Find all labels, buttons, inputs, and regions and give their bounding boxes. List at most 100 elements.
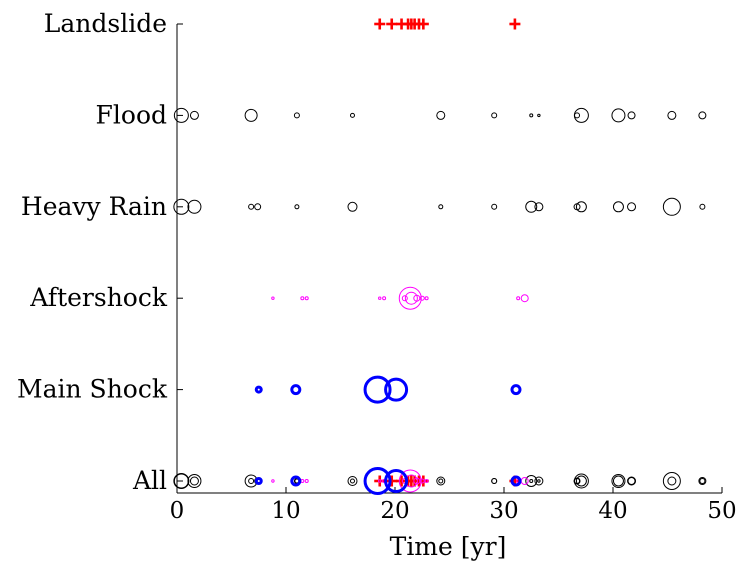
aftershock-point: [520, 294, 529, 303]
aftershock-point: [382, 296, 387, 301]
x-tick-label: 30: [489, 498, 518, 524]
main-shock-point: [510, 384, 522, 396]
all-point-aftershock: [271, 479, 275, 483]
y-tick-label-landslide: Landslide: [44, 9, 167, 38]
heavy-rain-point: [173, 198, 190, 215]
flood-point: [491, 112, 498, 119]
all-point-heavy-rain: [173, 473, 190, 489]
heavy-rain-point: [491, 203, 498, 210]
aftershock-point: [300, 296, 305, 301]
aftershock-point: [424, 296, 429, 301]
y-tick-label-aftershock: Aftershock: [29, 283, 168, 312]
flood-point: [293, 112, 300, 119]
all-point-aftershock: [424, 479, 429, 483]
all-point-heavy-rain: [575, 475, 587, 487]
all-point-flood: [698, 477, 707, 485]
flood-point: [698, 111, 707, 120]
main-shock-point: [384, 377, 409, 402]
all-point-flood: [627, 477, 636, 485]
aftershock-point: [398, 286, 422, 310]
all-point-main-shock: [363, 467, 392, 495]
all-point-flood: [529, 479, 534, 483]
flood-point: [574, 112, 581, 119]
all-point-flood: [349, 478, 355, 484]
flood-point: [611, 108, 626, 123]
all-point-main-shock: [254, 477, 263, 485]
all-point-heavy-rain: [525, 475, 538, 487]
heavy-rain-point: [612, 201, 624, 213]
landslide-point: [374, 18, 386, 30]
x-tick-label: 20: [380, 498, 409, 524]
all-point-aftershock: [520, 477, 529, 485]
heavy-rain-point: [254, 203, 262, 211]
heavy-rain-point: [347, 201, 358, 212]
axes: [176, 23, 723, 494]
flood-point: [189, 110, 199, 120]
heavy-rain-point: [699, 203, 706, 210]
all-point-heavy-rain: [662, 472, 681, 490]
landslide-point: [509, 18, 521, 30]
aftershock-point: [401, 295, 408, 302]
main-shock-point: [363, 375, 392, 404]
all-point-heavy-rain: [187, 474, 202, 488]
aftershock-point: [419, 295, 425, 301]
aftershock-point: [271, 296, 275, 300]
all-point-main-shock: [290, 475, 302, 487]
flood-point: [627, 111, 636, 120]
heavy-rain-point: [438, 204, 444, 210]
chart-marks: [173, 18, 707, 495]
all-point-main-shock: [384, 469, 409, 493]
landslide-point: [417, 18, 429, 30]
y-tick-label-flood: Flood: [96, 100, 167, 129]
heavy-rain-point: [534, 202, 544, 212]
flood-point: [573, 107, 589, 123]
x-axis-title: Time [yr]: [390, 532, 507, 561]
all-point-heavy-rain: [491, 478, 498, 484]
x-tick-label: 0: [170, 498, 185, 524]
flood-point: [537, 113, 541, 118]
heavy-rain-point: [662, 197, 681, 216]
main-shock-point: [254, 385, 263, 394]
all-point-landslide: [374, 475, 386, 487]
flood-point: [529, 113, 534, 118]
all-point-heavy-rain: [612, 475, 624, 487]
y-tick-label-heavy-rain: Heavy Rain: [21, 192, 167, 221]
y-tick-label-all: All: [132, 466, 167, 495]
all-point-landslide: [386, 475, 398, 487]
all-point-flood: [537, 479, 541, 483]
heavy-rain-point: [525, 200, 538, 213]
main-shock-point: [290, 384, 302, 396]
flood-point: [244, 108, 258, 122]
flood-point: [436, 110, 446, 120]
all-point-aftershock: [398, 469, 422, 493]
x-tick-label: 10: [271, 498, 300, 524]
all-point-aftershock: [304, 479, 309, 483]
all-point-main-shock: [510, 475, 522, 487]
y-tick-label-main-shock: Main Shock: [17, 375, 168, 404]
all-point-flood: [436, 476, 446, 486]
heavy-rain-point: [575, 201, 587, 213]
aftershock-point: [516, 296, 521, 301]
x-tick-label: 50: [707, 498, 736, 524]
flood-point: [667, 110, 677, 120]
heavy-rain-point: [248, 203, 255, 210]
all-point-heavy-rain: [347, 476, 358, 486]
all-point-heavy-rain: [627, 476, 637, 486]
all-point-heavy-rain: [534, 476, 544, 486]
heavy-rain-point: [187, 199, 202, 214]
chart-labels: 0 10 20 30 40 50 All Main Shock Aftershock Heavy …: [17, 9, 736, 524]
heavy-rain-point: [294, 204, 300, 210]
all-point-flood: [189, 476, 199, 486]
landslide-point: [386, 18, 398, 30]
all-point-aftershock: [419, 478, 425, 484]
aftershock-point: [404, 291, 418, 305]
all-point-heavy-rain: [699, 478, 706, 484]
aftershock-point: [304, 296, 309, 301]
all-point-aftershock: [378, 479, 382, 483]
aftershock-point: [378, 296, 382, 300]
all-point-flood: [611, 474, 626, 488]
heavy-rain-point: [627, 202, 637, 212]
all-point-heavy-rain: [248, 478, 255, 484]
x-tick-label: 40: [598, 498, 627, 524]
